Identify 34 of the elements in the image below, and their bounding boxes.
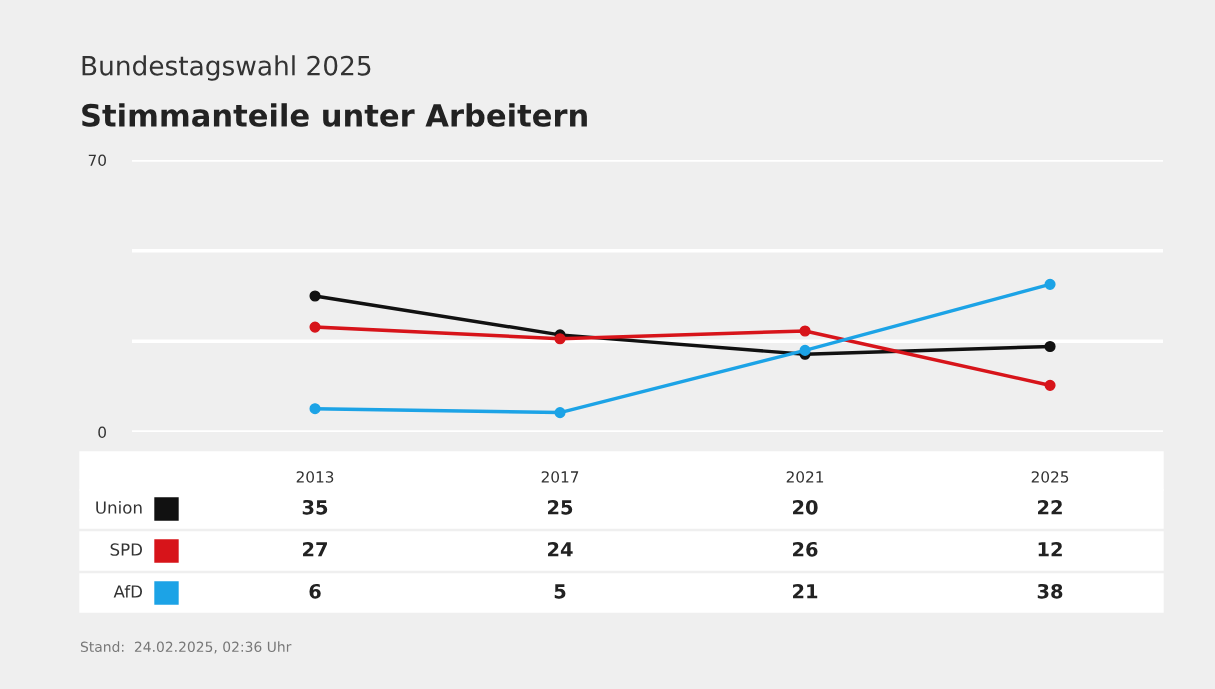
data-label: 22 (1038, 499, 1062, 515)
x-tick-label: 2025 (1031, 471, 1069, 483)
point (1044, 340, 1056, 353)
legend-label: SPD (110, 543, 143, 556)
x-tick-label: 2021 (786, 471, 824, 483)
point (1044, 379, 1056, 391)
x-tick-label: 2013 (296, 471, 334, 483)
data-label: 20 (793, 499, 818, 515)
point (1044, 278, 1056, 290)
point (554, 407, 566, 419)
x-tick-label: 2017 (541, 471, 579, 483)
data-label: 25 (548, 499, 573, 515)
legend-label: AfD (113, 584, 143, 598)
data-label: 27 (303, 541, 327, 557)
data-label: 21 (793, 583, 818, 599)
data-label: 5 (554, 584, 566, 599)
y-tick-label: 0 (98, 426, 106, 439)
point (799, 344, 811, 356)
data-label: 12 (1038, 541, 1062, 557)
point (799, 325, 811, 337)
y-tick-label: 70 (88, 154, 106, 167)
legend-label: Union (96, 500, 142, 514)
point (554, 333, 566, 345)
point (309, 290, 321, 302)
data-label: 26 (793, 541, 818, 557)
point (309, 321, 321, 333)
data-label: 38 (1037, 583, 1063, 599)
chart-subtitle: Bundestagswahl 2025 (82, 55, 371, 81)
point (309, 403, 321, 415)
data-label: 35 (302, 499, 328, 515)
text: Stand: 24.02.2025, 02:36 Uhr (80, 641, 292, 654)
chart-title: Stimmanteile unter Arbeitern (82, 103, 587, 127)
data-label: 6 (309, 583, 321, 599)
data-label: 24 (548, 541, 573, 557)
